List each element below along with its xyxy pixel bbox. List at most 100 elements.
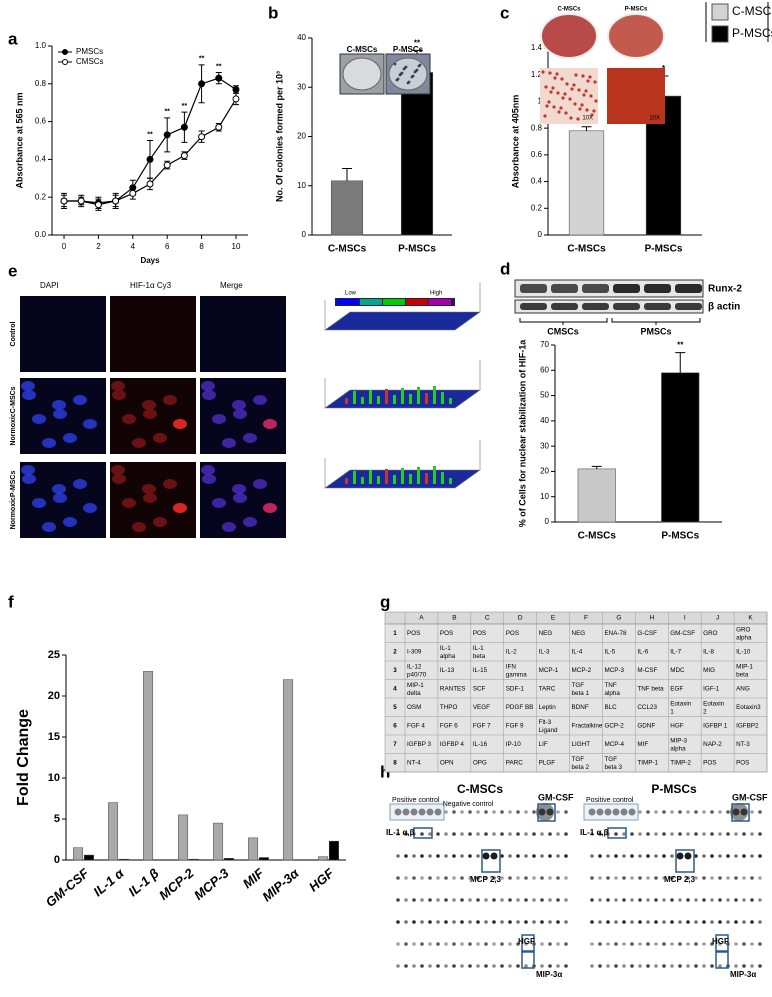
array-spot	[686, 898, 690, 902]
nucleus	[201, 465, 215, 475]
array-label: Positive control	[586, 797, 634, 804]
table-cell: MCP-4	[604, 741, 624, 748]
array-spot	[670, 898, 674, 902]
stain-spot	[568, 97, 572, 101]
stain-spot	[570, 87, 574, 91]
band	[675, 303, 702, 310]
array-spot	[476, 942, 480, 946]
table-cell: OPN	[440, 759, 454, 766]
array-spot	[676, 852, 684, 860]
array-spot	[654, 876, 658, 880]
array-spot	[606, 876, 610, 880]
photo-label: C-MSCs	[557, 7, 581, 13]
band	[613, 284, 640, 293]
table-cell: IL-1 alpha	[440, 644, 456, 659]
bar	[258, 857, 269, 861]
array-spot	[492, 920, 496, 924]
y-tick-label: 0.8	[35, 79, 47, 88]
array-spot	[622, 964, 626, 968]
surface-peak	[449, 398, 452, 404]
color-scale-step	[406, 299, 428, 305]
array-spot	[428, 920, 432, 924]
nucleus	[253, 479, 267, 489]
array-spot	[646, 898, 650, 902]
marker	[77, 197, 85, 205]
array-spot	[694, 876, 698, 880]
color-scale-step	[429, 299, 451, 305]
array-spot	[702, 810, 706, 814]
array-spot	[726, 898, 730, 902]
table-cell: TGF beta 3	[604, 755, 622, 770]
dish	[342, 57, 382, 91]
array-spot	[524, 810, 528, 814]
array-spot	[548, 854, 552, 858]
array-spot	[694, 898, 698, 902]
array-spot	[590, 876, 594, 880]
legend-label: C-MSCs	[732, 4, 772, 18]
table-cell: PLGF	[539, 759, 556, 766]
stain-spot	[559, 106, 563, 110]
array-spot	[670, 920, 674, 924]
table-cell: ANG	[736, 685, 750, 692]
array-spot	[492, 876, 496, 880]
array-spot	[492, 832, 496, 836]
table-header: B	[452, 615, 456, 622]
array-spot	[646, 964, 650, 968]
nucleus	[263, 503, 277, 513]
table-cell: THPO	[440, 704, 458, 711]
stain-spot	[585, 108, 589, 112]
table-cell: MCP-3	[604, 667, 624, 674]
array-spot	[638, 810, 642, 814]
array-spot	[614, 964, 618, 968]
table-cell: G-CSF	[637, 630, 657, 637]
array-spot	[564, 898, 568, 902]
array-spot	[630, 964, 634, 968]
array-spot	[726, 832, 730, 836]
surface-peak	[441, 392, 444, 404]
array-spot	[556, 854, 560, 858]
array-spot	[444, 810, 448, 814]
array-spot	[420, 898, 424, 902]
marker	[198, 80, 206, 88]
array-spot	[516, 876, 520, 880]
table-cell: IGF-1	[703, 685, 720, 692]
table-header: E	[551, 615, 556, 622]
surface-peak	[345, 478, 348, 484]
band-label: β actin	[708, 302, 740, 313]
array-spot	[734, 876, 738, 880]
colony	[417, 64, 421, 68]
table-cell: TIMP-2	[670, 759, 691, 766]
array-spot	[686, 920, 690, 924]
y-tick-label: 30	[297, 82, 306, 91]
table-cell: BDNF	[572, 704, 589, 711]
stain-spot	[580, 103, 584, 107]
array-spot	[734, 964, 738, 968]
table-cell: MIG	[703, 667, 715, 674]
table-cell: IL-10	[736, 648, 751, 655]
stain-spot	[564, 111, 568, 115]
stain-spot	[573, 102, 577, 106]
color-scale-step	[383, 299, 405, 305]
y-axis-label: Absorbance at 405nm	[510, 95, 520, 189]
array-spot	[452, 854, 456, 858]
array-spot	[564, 942, 568, 946]
nucleus	[73, 395, 87, 405]
array-spot	[718, 964, 722, 968]
marker	[215, 74, 223, 82]
array-spot	[468, 898, 472, 902]
nucleus	[21, 381, 35, 391]
array-spot	[444, 964, 448, 968]
bar	[143, 671, 154, 861]
array-spot	[420, 942, 424, 946]
array-spot	[460, 942, 464, 946]
y-tick-label: 10	[48, 772, 60, 784]
array-spot	[702, 920, 706, 924]
array-spot	[404, 898, 408, 902]
band	[675, 284, 702, 293]
array-spot	[436, 964, 440, 968]
marker	[215, 123, 223, 131]
nucleus	[212, 498, 226, 508]
marker	[232, 85, 240, 93]
y-tick-label: 0.4	[531, 177, 543, 186]
array-spot	[484, 898, 488, 902]
